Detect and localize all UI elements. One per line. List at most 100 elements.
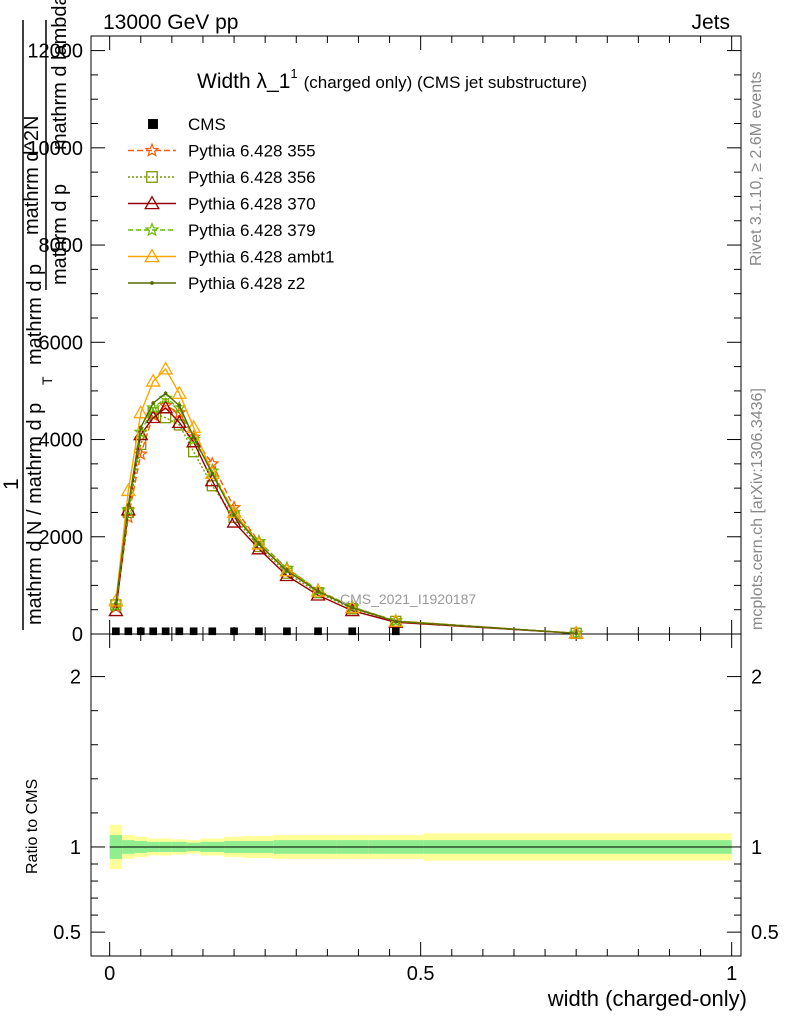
series-marker — [144, 222, 160, 237]
series-marker — [146, 171, 158, 183]
ratio-plot-frame — [90, 633, 742, 957]
ratio-tick-label: 2 — [70, 667, 81, 689]
series-marker — [133, 424, 149, 439]
ratio-tick-label: 0.5 — [53, 922, 81, 944]
series-marker — [149, 627, 158, 636]
series-marker — [172, 400, 187, 415]
series-marker — [126, 503, 131, 507]
series-marker — [108, 598, 124, 612]
series-marker — [145, 373, 161, 387]
series-marker — [568, 625, 584, 640]
series-marker — [171, 385, 187, 399]
series-line — [115, 397, 577, 634]
series-marker — [186, 419, 202, 433]
series-marker — [208, 627, 217, 636]
legend-entry: Pythia 6.428 370 — [128, 195, 316, 214]
series-marker — [255, 627, 263, 636]
series-marker — [124, 627, 133, 636]
legend-label: Pythia 6.428 z2 — [188, 274, 305, 293]
analysis-watermark: CMS_2021_I1920187 — [340, 591, 476, 607]
y-tick-label: 12000 — [27, 41, 83, 63]
series-marker — [175, 627, 184, 636]
legend-entry: Pythia 6.428 356 — [128, 168, 316, 187]
ratio-tick-label-right: 1 — [751, 837, 762, 859]
series-marker — [191, 435, 196, 439]
ratio-tick-label-right: 0.5 — [751, 922, 779, 944]
legend-entry: Pythia 6.428 z2 — [128, 274, 305, 293]
series-marker — [161, 627, 170, 636]
series-marker — [151, 401, 156, 405]
y-axis-label-sub: T — [39, 376, 55, 385]
series-marker — [316, 589, 320, 594]
series-marker — [283, 627, 291, 636]
x-tick-label: 1 — [726, 963, 737, 985]
y-tick-label: 0 — [72, 624, 83, 646]
series-marker — [251, 536, 267, 550]
series-marker — [232, 513, 236, 517]
series-marker — [108, 593, 124, 607]
legend-label: Pythia 6.428 355 — [188, 142, 316, 161]
series-marker — [348, 627, 357, 636]
series-marker — [158, 400, 174, 414]
legend-label: CMS — [188, 115, 226, 134]
legend-label: Pythia 6.428 379 — [188, 221, 316, 240]
y-axis-label-numerator: 1 — [0, 478, 23, 490]
ratio-tick-label-right: 2 — [751, 667, 762, 689]
legend-entry: Pythia 6.428 355 — [128, 142, 316, 161]
series-marker — [138, 425, 143, 430]
chart-title: Width λ_11 (charged only) (CMS jet substr… — [197, 66, 587, 93]
series-marker — [279, 562, 295, 577]
legend-entry-cms: CMS — [148, 115, 226, 134]
series-marker — [145, 409, 161, 424]
rivet-info-text: Rivet 3.1.10, ≥ 2.6M events — [748, 71, 765, 266]
y-tick-label: 4000 — [39, 430, 84, 452]
series-line — [115, 411, 577, 634]
series-layer — [108, 361, 584, 640]
series-marker — [114, 602, 118, 606]
legend-entry: Pythia 6.428 ambt1 — [128, 248, 334, 267]
series-marker — [171, 414, 187, 429]
legend-entry: Pythia 6.428 379 — [128, 221, 316, 240]
mcplots-info-text: mcplots.cern.ch [arXiv:1306.3436] — [749, 388, 766, 630]
series-marker — [204, 465, 220, 480]
series-marker — [388, 613, 404, 628]
x-tick-label: 0 — [104, 963, 115, 985]
series-marker — [133, 404, 149, 419]
y-axis-label: 1 mathrm d N / mathrm d p T mathrm d p m… — [0, 0, 71, 630]
series-marker — [112, 627, 120, 636]
series-marker — [393, 619, 398, 624]
x-tick-label: 0.5 — [407, 963, 435, 985]
y-axis-label-denominator: mathrm d N / mathrm d p — [24, 403, 46, 625]
axis-tick-labels: 0 2000 4000 6000 8000 10000 12000 0 0.5 1 0.5 0.5 1 1… — [27, 41, 778, 985]
legend: CMS Pythia 6.428 355 Pythia 6.428 356 Pythi… — [128, 115, 334, 293]
energy-label: 13000 GeV pp — [103, 11, 238, 34]
legend-label: Pythia 6.428 ambt1 — [188, 248, 334, 267]
legend-label: Pythia 6.428 370 — [188, 195, 316, 214]
ratio-y-axis-label: Ratio to CMS — [24, 779, 41, 874]
series-marker — [310, 583, 326, 597]
y-tick-label: 2000 — [39, 527, 84, 549]
y-axis-label-frac-num: mathrm d^2N — [21, 116, 43, 235]
axis-ticks — [91, 36, 741, 956]
series-line — [115, 406, 577, 634]
series-marker — [148, 119, 158, 129]
series-marker — [230, 627, 238, 636]
y-tick-label: 6000 — [39, 332, 84, 354]
y-axis-label-frac-den: mathrm d p — [49, 184, 71, 285]
cms-data-points — [112, 627, 400, 636]
chart-title-main: Width λ_1 — [197, 70, 290, 93]
series-5 — [114, 391, 578, 636]
x-axis-label: width (charged-only) — [547, 986, 747, 1011]
series-marker — [163, 391, 168, 396]
series-marker — [257, 542, 261, 546]
series-marker — [120, 482, 136, 497]
series-marker — [177, 403, 182, 408]
series-marker — [391, 627, 400, 636]
series-marker — [136, 627, 145, 636]
series-marker — [150, 281, 154, 285]
series-marker — [145, 400, 161, 415]
y-axis-label-mid: mathrm d p — [24, 264, 46, 365]
category-label: Jets — [691, 11, 730, 34]
series-marker — [226, 504, 242, 518]
series-marker — [121, 502, 136, 517]
